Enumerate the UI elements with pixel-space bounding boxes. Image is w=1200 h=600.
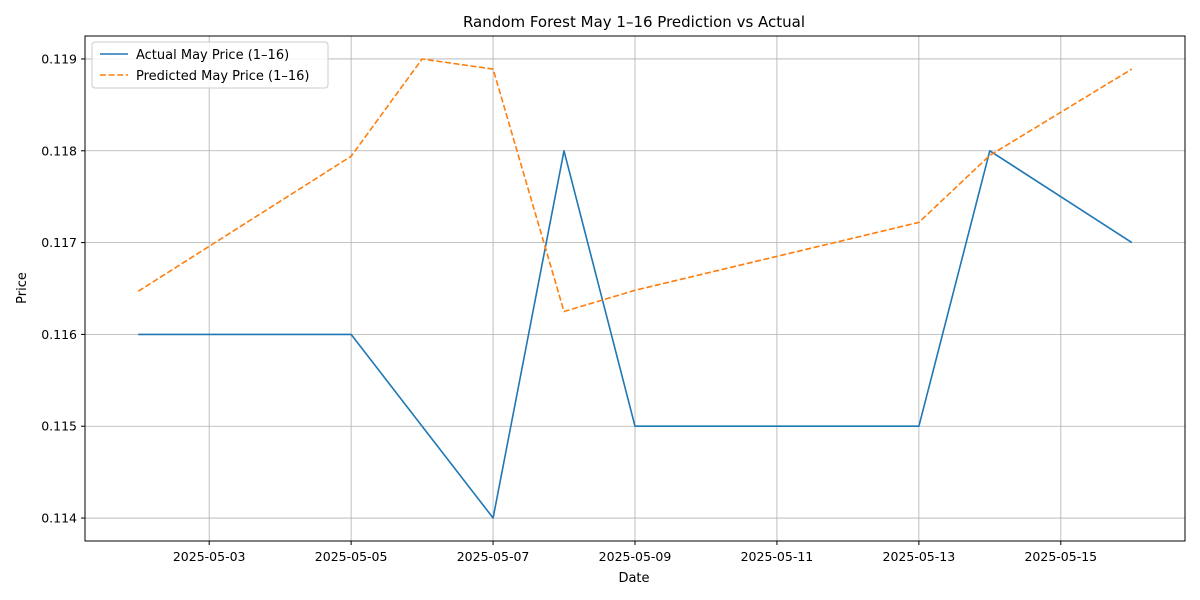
y-tick-label: 0.118 bbox=[41, 143, 77, 158]
y-tick-label: 0.115 bbox=[41, 419, 77, 434]
legend-entry-predicted: Predicted May Price (1–16) bbox=[136, 69, 309, 84]
x-tick-label: 2025-05-09 bbox=[599, 549, 672, 564]
x-axis-label: Date bbox=[618, 571, 649, 586]
grid bbox=[85, 36, 1185, 541]
x-tick-label: 2025-05-11 bbox=[741, 549, 814, 564]
x-tick-label: 2025-05-15 bbox=[1024, 549, 1097, 564]
x-tick-label: 2025-05-07 bbox=[457, 549, 530, 564]
x-axis-ticks: 2025-05-03 2025-05-05 2025-05-07 2025-05-09… bbox=[173, 541, 1097, 564]
y-axis-label: Price bbox=[15, 272, 30, 304]
y-axis-ticks: 0.114 0.115 0.116 0.117 0.118 0.119 bbox=[41, 51, 85, 526]
y-tick-label: 0.114 bbox=[41, 511, 77, 526]
y-tick-label: 0.116 bbox=[41, 327, 77, 342]
legend-entry-actual: Actual May Price (1–16) bbox=[136, 48, 289, 63]
x-tick-label: 2025-05-13 bbox=[883, 549, 956, 564]
legend: Actual May Price (1–16) Predicted May Pr… bbox=[91, 41, 329, 89]
chart-title: Random Forest May 1–16 Prediction vs Act… bbox=[463, 13, 805, 31]
predicted-price-line bbox=[137, 58, 1133, 313]
legend-box bbox=[91, 41, 329, 89]
y-tick-label: 0.117 bbox=[41, 235, 77, 250]
y-tick-label: 0.119 bbox=[41, 51, 77, 66]
x-tick-label: 2025-05-05 bbox=[315, 549, 388, 564]
series-layer bbox=[137, 58, 1133, 519]
actual-price-line bbox=[138, 150, 1133, 519]
x-tick-label: 2025-05-03 bbox=[173, 549, 246, 564]
